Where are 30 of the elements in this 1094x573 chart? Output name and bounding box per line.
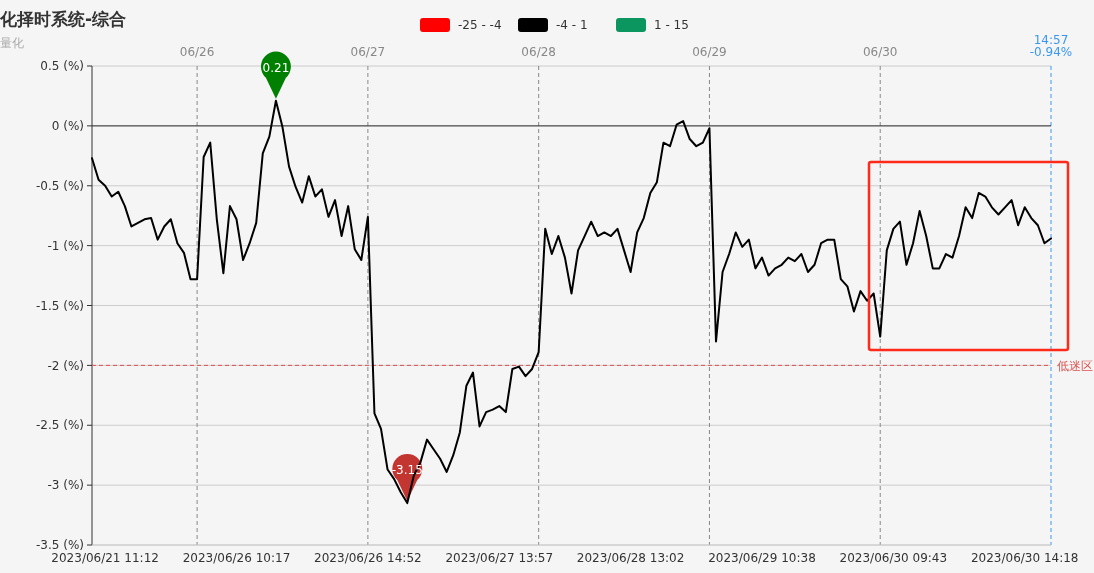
text: 06/27: [350, 45, 386, 59]
annotation: 0.21: [262, 60, 290, 75]
y-tick-label: 0 (%): [51, 119, 84, 134]
text: 06/30: [862, 45, 898, 59]
y-tick-label: -2 (%): [47, 358, 84, 373]
y-tick-label: -1.5 (%): [36, 298, 84, 313]
x-tick-label: 2023/06/26 14:52: [314, 551, 422, 565]
text: 14:57 -0.94%: [1029, 33, 1073, 59]
y-tick-label: -3.5 (%): [36, 538, 84, 553]
x-tick-label: 2023/06/30 09:43: [839, 551, 948, 565]
x-tick-label: 2023/06/29 10:38: [708, 551, 816, 565]
chart-subtitle: 量化: [0, 36, 24, 50]
x-tick-label: 2023/06/28 13:02: [576, 551, 685, 565]
text: 06/28: [521, 45, 556, 59]
text: 06/26: [179, 45, 215, 59]
legend-label: -4 - 1: [556, 18, 588, 33]
x-tick-label: 2023/06/27 13:57: [445, 551, 554, 565]
legend-label: 1 - 15: [654, 18, 689, 33]
chart-title: 化择时系统-综合: [0, 9, 127, 29]
ref-line-label: 低迷区: [1057, 358, 1093, 373]
x-tick-label: 2023/06/21 11:12: [51, 551, 159, 565]
y-tick-label: -2.5 (%): [36, 418, 84, 433]
y-tick-label: -1 (%): [47, 238, 84, 253]
x-tick-label: 2023/06/30 14:18: [970, 551, 1079, 565]
y-tick-label: 0.5 (%): [40, 59, 84, 74]
y-tick-label: -0.5 (%): [36, 178, 84, 193]
text: 06/29: [692, 45, 727, 59]
legend-label: -25 - -4: [458, 18, 502, 33]
y-tick-label: -3 (%): [47, 478, 84, 493]
x-tick-label: 2023/06/26 10:17: [182, 551, 291, 565]
